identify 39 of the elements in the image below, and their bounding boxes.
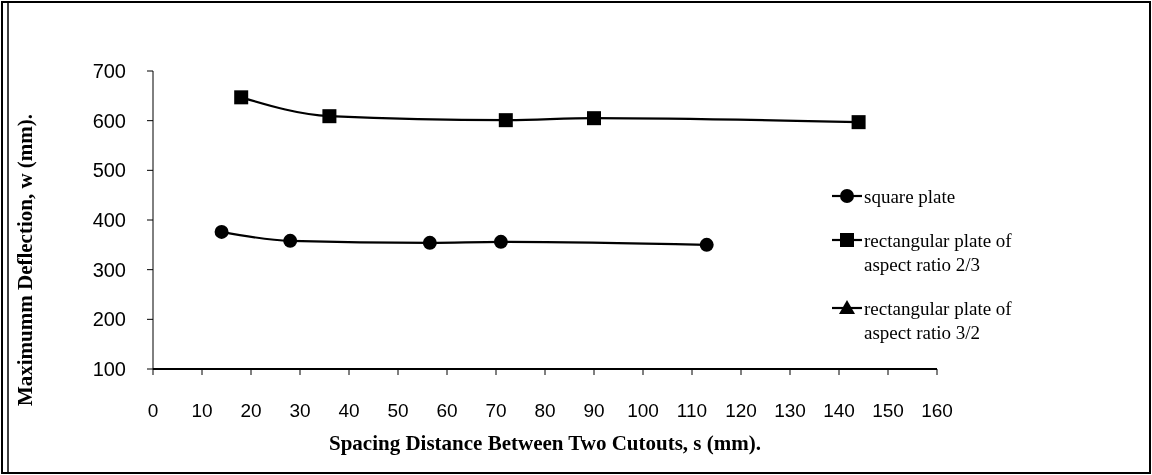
x-tick-label: 0: [147, 400, 159, 421]
y-tick-label: 600: [92, 109, 126, 132]
y-tick-label: 400: [92, 209, 126, 231]
y-tick-label: 300: [92, 258, 126, 281]
x-tick-label: 70: [485, 400, 507, 421]
x-tick-label: 50: [387, 400, 409, 421]
point: [587, 111, 601, 126]
x-tick-label: 110: [676, 400, 708, 421]
x-tick-label: 160: [921, 400, 953, 421]
y-tick-label: 500: [92, 159, 126, 182]
y-axis-title: Maximumm Deflection, w (mm).: [13, 113, 37, 407]
point: [283, 233, 298, 248]
y-tick-label: 700: [92, 60, 126, 82]
point: [234, 90, 249, 105]
point: [493, 234, 508, 249]
x-tick-label: 100: [627, 400, 659, 421]
x-tick-label: 150: [872, 400, 904, 421]
legend-label: rectangular plate of aspect ratio 3/2: [864, 297, 1013, 343]
point: [699, 237, 714, 252]
legend-label: rectangular plate of aspect ratio 2/3: [864, 229, 1013, 275]
x-tick-label: 60: [436, 400, 458, 421]
y-tick-label: 200: [92, 308, 126, 331]
y-tick-label: 100: [92, 358, 126, 380]
x-tick-label: 120: [725, 400, 757, 421]
x-tick-label: 140: [823, 400, 855, 421]
x-axis-title: Spacing Distance Between Two Cutouts, s (mm).: [328, 431, 762, 455]
x-tick-label: 80: [534, 400, 556, 421]
point: [422, 235, 437, 250]
x-tick-label: 130: [774, 400, 806, 421]
x-tick-label: 90: [583, 400, 605, 421]
x-tick-label: 30: [289, 400, 311, 421]
x-tick-label: 20: [240, 400, 262, 421]
point: [214, 224, 229, 239]
x-tick-label: 40: [338, 400, 360, 421]
point: [498, 113, 513, 128]
point: [851, 115, 866, 130]
point: [322, 109, 337, 124]
legend-label: square plate: [864, 185, 956, 207]
x-tick-label: 10: [191, 400, 213, 421]
